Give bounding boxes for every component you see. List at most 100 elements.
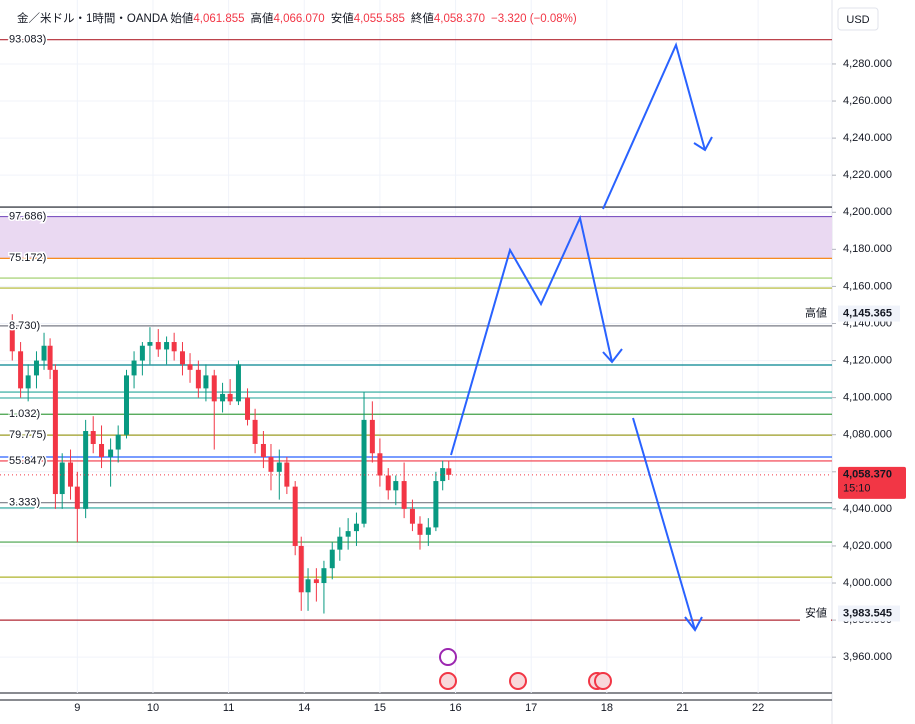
event-icon[interactable]: [509, 672, 527, 690]
candle-body: [298, 545, 304, 593]
candle-body: [25, 375, 31, 389]
candle-body: [446, 468, 452, 475]
candle-body: [337, 536, 343, 550]
x-tick-label: 14: [298, 702, 310, 714]
y-tick-label: 4,020.000: [843, 540, 892, 552]
candle-body: [90, 431, 96, 444]
level-label: 97.686): [9, 210, 46, 222]
candle-body: [417, 523, 423, 535]
y-tick-label: 4,240.000: [843, 132, 892, 144]
candle-body: [52, 369, 58, 495]
plot: [0, 0, 832, 693]
x-tick-label: 9: [74, 702, 80, 714]
x-tick-label: 22: [752, 702, 764, 714]
y-tick-label: 4,260.000: [843, 95, 892, 107]
candle-body: [203, 375, 209, 389]
arrow-head: [684, 616, 703, 632]
badge-value-bg: [838, 605, 900, 622]
candle-body: [260, 443, 266, 457]
candle-body: [47, 345, 53, 370]
candle-body: [353, 523, 359, 532]
zone: [0, 216, 832, 259]
y-tick-label: 4,160.000: [843, 280, 892, 292]
x-tick-label: 11: [223, 702, 234, 714]
badge-value: 4,145.365: [843, 307, 892, 319]
currency: USD: [846, 14, 869, 26]
event-icon[interactable]: [439, 648, 457, 666]
candle-body: [187, 364, 193, 370]
candle-body: [252, 419, 258, 444]
candle-body: [164, 342, 170, 350]
candle-body: [409, 508, 415, 524]
y-tick-label: 4,040.000: [843, 503, 892, 515]
label: 安値: [330, 13, 354, 25]
candle-body: [393, 481, 399, 491]
badge-label: 安値: [805, 605, 827, 619]
level-label: 1.032): [9, 408, 40, 420]
value: 4,055.585: [353, 13, 405, 25]
label: 始値: [170, 13, 194, 25]
event-icon[interactable]: [439, 672, 457, 690]
level-label: 55.847): [9, 455, 46, 467]
y-tick-label: 4,100.000: [843, 392, 892, 404]
event-icon[interactable]: [594, 672, 612, 690]
badge-label: 高値: [805, 305, 827, 319]
level-label: 3.333): [9, 497, 40, 509]
candle-body: [369, 419, 375, 454]
candle-body: [123, 375, 129, 435]
candle-body: [195, 369, 201, 389]
badge-value-bg: [838, 305, 900, 322]
candle-body: [377, 453, 383, 476]
candle-body: [139, 345, 145, 361]
candle-body: [284, 462, 290, 487]
level-label: 75.172): [9, 252, 46, 264]
candle-body: [131, 360, 137, 376]
candle-body: [440, 468, 446, 482]
candle-body: [235, 364, 241, 402]
x-tick-label: 17: [525, 702, 537, 714]
label: 終値: [410, 13, 434, 25]
x-tick-label: 15: [374, 702, 386, 714]
candle-body: [68, 462, 74, 487]
x-tick-label: 21: [676, 702, 688, 714]
arrow-head: [602, 348, 623, 364]
candle-body: [9, 323, 15, 352]
countdown: 15:10: [843, 483, 871, 495]
legend: 金／米ドル・1時間・OANDA 始値4,061.855 高値4,066.070 安値…: [17, 10, 583, 26]
candle-body: [345, 531, 351, 537]
x-tick-label: 10: [147, 702, 159, 714]
value: 4,058.370: [433, 13, 486, 25]
candle-body: [329, 549, 335, 569]
level-label: 79.775): [9, 429, 46, 441]
candle-body: [321, 568, 327, 584]
y-tick-label: 4,200.000: [843, 206, 892, 218]
candle-body: [227, 393, 233, 402]
candle-body: [401, 481, 407, 509]
y-tick-label: 4,280.000: [843, 58, 892, 70]
candle-body: [41, 345, 47, 361]
currency-button[interactable]: [837, 7, 879, 31]
candle-body: [425, 527, 431, 535]
candle-body: [268, 456, 274, 472]
y-tick-label: 4,180.000: [843, 243, 892, 255]
candle-body: [171, 342, 177, 352]
badge-bg: [800, 305, 831, 322]
last-price: 4,058.370: [843, 469, 892, 481]
level-label: 93.083): [9, 34, 46, 46]
candle-body: [361, 419, 367, 524]
candle-body: [276, 462, 282, 472]
y-tick-label: 4,220.000: [843, 169, 892, 181]
x-tick-label: 16: [449, 702, 461, 714]
candle-body: [179, 351, 185, 365]
symbol: 金／米ドル・1時間・OANDA: [17, 13, 168, 25]
candle-body: [99, 443, 105, 457]
badge-bg: [800, 605, 831, 622]
candle-body: [147, 342, 153, 346]
label: 高値: [250, 13, 274, 25]
candle-body: [245, 397, 251, 420]
value: 4,061.855: [193, 13, 245, 25]
drawing-arrow: [450, 214, 613, 456]
candle-body: [211, 375, 217, 402]
